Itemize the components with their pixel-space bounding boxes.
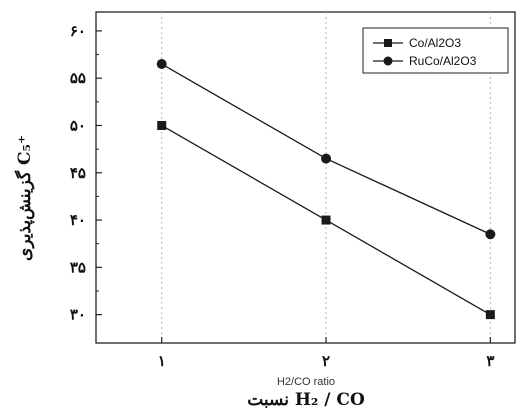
y-tick-label: ۳۰ bbox=[70, 306, 86, 324]
series-group bbox=[156, 59, 496, 320]
legend-box bbox=[362, 27, 509, 74]
y-tick-label: ۶۰ bbox=[70, 22, 86, 40]
x-axis-label-fa: نسبت H₂ / CO bbox=[247, 390, 365, 410]
y-tick-label: ۴۰ bbox=[70, 211, 86, 229]
x-tick-label: ۳ bbox=[486, 352, 494, 370]
y-axis-label-fa: گزینش‌پذیری C₅⁺ bbox=[14, 135, 35, 261]
plot-area-frame bbox=[95, 11, 516, 344]
data-point-circle bbox=[321, 153, 332, 164]
y-tick-label: ۵۵ bbox=[70, 69, 86, 87]
data-point-square bbox=[157, 120, 167, 130]
data-point-circle bbox=[485, 229, 496, 240]
legend: Co/Al2O3 RuCo/Al2O3 bbox=[362, 27, 509, 74]
x-axis-label-en: H2/CO ratio bbox=[277, 376, 335, 388]
data-point-circle bbox=[156, 59, 167, 70]
legend-marker-square bbox=[384, 39, 392, 47]
legend-marker-circle bbox=[383, 56, 393, 66]
axis-ticks: ۱ ۲ ۳ ۳۰ ۳۵ ۴۰ ۴۵ ۵۰ ۵۵ ۶۰ bbox=[70, 22, 495, 370]
y-tick-label: ۴۵ bbox=[70, 164, 86, 182]
data-point-square bbox=[485, 310, 495, 320]
x-tick-label: ۱ bbox=[158, 352, 166, 370]
legend-label-ruco: RuCo/Al2O3 bbox=[409, 54, 477, 68]
y-tick-label: ۳۵ bbox=[70, 258, 86, 276]
data-point-square bbox=[321, 215, 331, 225]
legend-label-co: Co/Al2O3 bbox=[409, 36, 461, 50]
x-tick-label: ۲ bbox=[322, 352, 330, 370]
y-tick-label: ۵۰ bbox=[70, 116, 86, 134]
